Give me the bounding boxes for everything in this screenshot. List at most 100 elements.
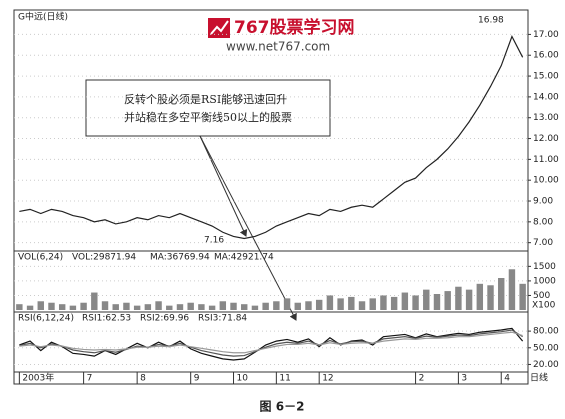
y-tick-label: 14.00 [533, 92, 559, 102]
bar [144, 304, 152, 310]
bar [112, 304, 119, 310]
price-title: G中远(日线) [18, 11, 68, 23]
vol-unit: X100 [532, 301, 556, 311]
annotation-box [85, 79, 331, 137]
y-tick-label: 20.00 [533, 360, 559, 370]
bar [337, 298, 344, 310]
y-tick-label: 11.00 [533, 155, 559, 165]
x-tick-label: 12 [322, 374, 333, 384]
bar [315, 299, 323, 310]
y-tick-label: 10.00 [533, 176, 559, 186]
bar [123, 302, 130, 310]
vol-ma: MA:36769.94 [150, 253, 210, 263]
bar [198, 304, 205, 310]
bar [390, 296, 398, 310]
bar [101, 301, 109, 310]
y-tick-label: 9.00 [533, 197, 553, 207]
x-tick-label: 9 [194, 374, 200, 384]
annotation-text: 反转个股必须是RSI能够迅速回升 [124, 92, 287, 106]
bar [58, 304, 66, 310]
bar [444, 291, 451, 310]
bar [305, 301, 312, 310]
y-tick-label: 13.00 [533, 113, 559, 123]
line [19, 35, 524, 240]
bar [48, 302, 55, 310]
bar [176, 304, 184, 310]
bar [519, 283, 526, 310]
bar [26, 305, 34, 310]
arrow [199, 135, 248, 237]
y-tick-label: 7.00 [533, 238, 553, 248]
x-tick-label: 10 [237, 374, 249, 384]
x-tick-label: 8 [140, 374, 146, 384]
bar [133, 305, 141, 310]
bar [251, 305, 259, 310]
rsi-title: RSI(6,12,24) [18, 314, 74, 324]
vol-legend: VOL:29871.94 [72, 253, 136, 263]
bar [294, 302, 301, 310]
bar [348, 296, 355, 310]
bar [412, 295, 419, 310]
y-tick-label: 8.00 [533, 217, 553, 227]
bar [80, 302, 87, 310]
y-tick-label: 16.00 [533, 51, 559, 61]
period-label: 日线 [530, 372, 548, 384]
bar [476, 283, 484, 310]
x-tick-label: 7 [87, 374, 93, 384]
bar [283, 298, 291, 310]
bar [423, 289, 430, 310]
legend-entry: RSI3:71.84 [198, 314, 247, 324]
bar [380, 295, 387, 310]
frame [13, 9, 529, 385]
x-tick-label: 3 [461, 374, 467, 384]
y-tick-label: 12.00 [533, 134, 559, 144]
trough-label: 7.16 [204, 236, 224, 246]
watermark-url: www.net767.com [226, 40, 330, 54]
vol-title: VOL(6,24) [18, 253, 63, 263]
bar [69, 305, 77, 310]
watermark: 767股票学习网 www.net767.com [208, 17, 355, 54]
bar [262, 302, 269, 310]
legend-entry: RSI1:62.53 [82, 314, 131, 324]
legend-entry: RSI2:69.96 [140, 314, 189, 324]
line [19, 327, 524, 361]
peak-label: 16.98 [478, 16, 504, 26]
bar [433, 294, 441, 310]
y-tick-label: 15.00 [533, 72, 559, 82]
bar [401, 292, 409, 310]
bar [326, 295, 334, 310]
vol-ma: MA:42921.74 [214, 253, 274, 263]
bar [208, 305, 216, 310]
arrow [199, 135, 297, 321]
bar [187, 302, 194, 310]
bar [230, 302, 237, 310]
x-tick-label: 2 [419, 374, 425, 384]
x-tick-label: 11 [279, 374, 290, 384]
y-tick-label: 1500 [533, 262, 556, 272]
y-tick-label: 500 [533, 291, 550, 301]
y-tick-label: 50.00 [533, 343, 559, 353]
bar [16, 304, 23, 310]
bar [498, 278, 505, 310]
bar [465, 289, 473, 310]
x-tick-label: 4 [504, 374, 510, 384]
bar [219, 301, 227, 310]
x-tick-label: 2003年 [22, 372, 54, 384]
y-tick-label: 17.00 [533, 30, 559, 40]
logo-line [210, 20, 229, 35]
annotation-text: 并站稳在多空平衡线50以上的股票 [124, 110, 292, 124]
line [19, 331, 523, 354]
bar [37, 301, 44, 310]
bar [273, 301, 280, 310]
bar [91, 292, 98, 310]
bar [358, 301, 366, 310]
bar [155, 301, 162, 310]
line [19, 329, 523, 357]
y-tick-label: 80.00 [533, 327, 559, 337]
bar [166, 305, 173, 310]
bar [508, 269, 516, 310]
bar [487, 285, 494, 310]
watermark-site: 767股票学习网 [234, 17, 355, 38]
bar [455, 286, 462, 310]
